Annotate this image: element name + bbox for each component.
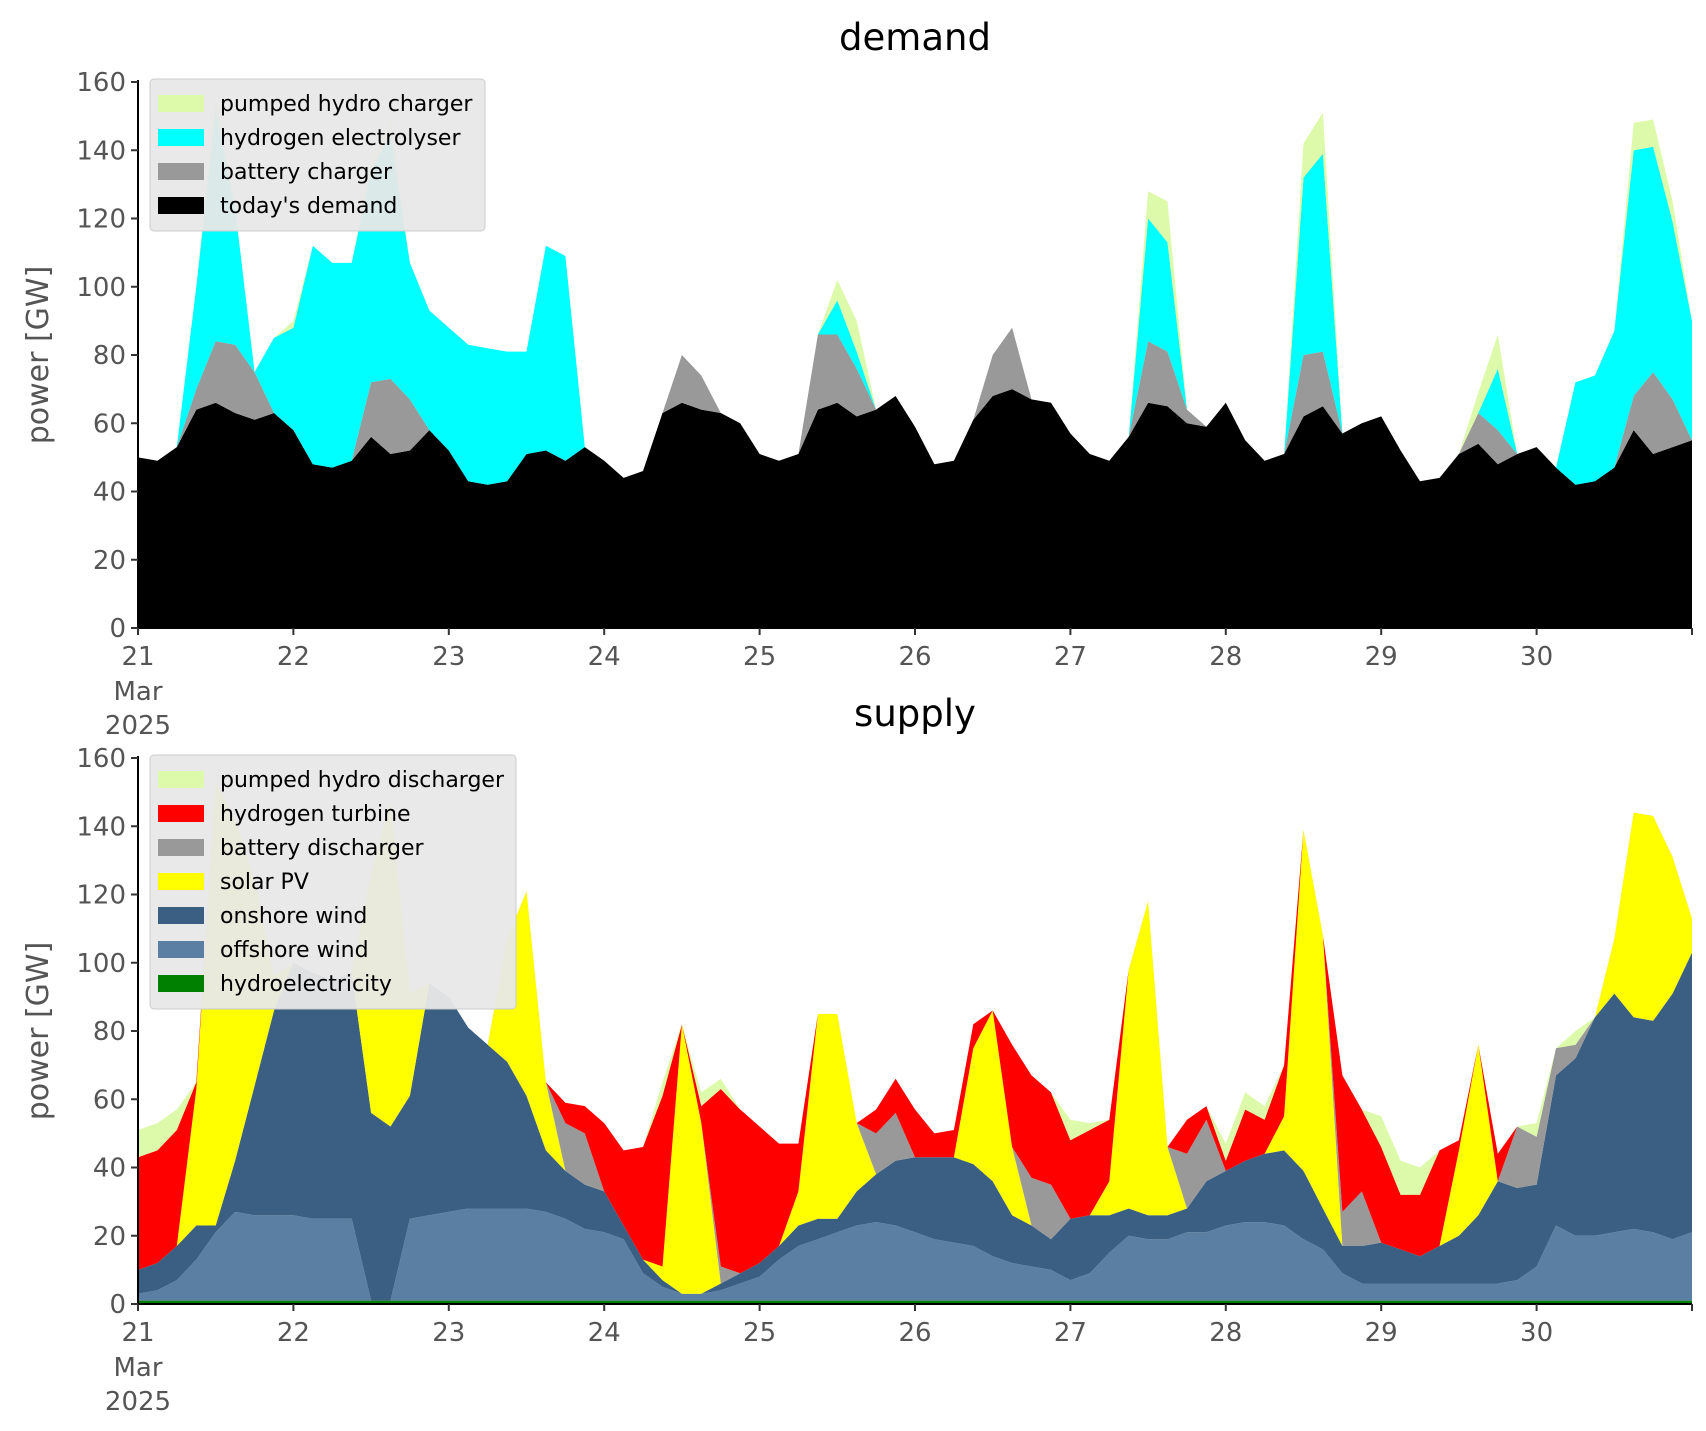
y-tick-label: 60 [93, 1085, 126, 1115]
legend-label: hydrogen turbine [220, 802, 411, 827]
legend-swatch [158, 95, 204, 112]
y-tick-label: 140 [76, 812, 126, 842]
y-axis-label: power [GW] [21, 266, 56, 445]
x-tick-label: 21 [121, 642, 154, 672]
legend-swatch [158, 197, 204, 214]
y-tick-label: 120 [76, 205, 126, 235]
y-tick-label: 120 [76, 881, 126, 911]
legend-label: pumped hydro discharger [220, 768, 505, 793]
legend-swatch [158, 163, 204, 180]
legend-swatch [158, 873, 204, 890]
legend-label: hydrogen electrolyser [220, 126, 461, 151]
y-axis-label: power [GW] [21, 942, 56, 1121]
x-tick-label: 25 [743, 1318, 776, 1348]
legend-swatch [158, 941, 204, 958]
x-tick-label: 24 [588, 1318, 621, 1348]
legend-box [149, 78, 486, 232]
y-tick-label: 100 [76, 273, 126, 303]
x-tick-label: 26 [898, 642, 931, 672]
x-tick-label: 25 [743, 642, 776, 672]
y-tick-label: 40 [93, 478, 126, 508]
area-solar-pv [138, 781, 1692, 1294]
chart-title: demand [839, 16, 991, 59]
x-tick-label: 21 [121, 1318, 154, 1348]
legend-swatch [158, 129, 204, 146]
chart-panel-demand: 0 20 40 60 80 100 120 140 160 21 Mar 2025 22 23 24 25 26… [21, 16, 1693, 741]
legend-label: battery charger [220, 160, 393, 185]
y-tick-label: 20 [93, 1222, 126, 1252]
x-tick-label: 26 [898, 1318, 931, 1348]
x-tick-label: 23 [432, 1318, 465, 1348]
legend: pumped hydro discharger hydrogen turbine b… [149, 754, 517, 1010]
x-tick-sublabel: 2025 [105, 1387, 171, 1417]
x-tick-label: 23 [432, 642, 465, 672]
x-tick-label: 27 [1054, 1318, 1087, 1348]
area-today-s-demand [138, 389, 1692, 628]
area-battery-charger [138, 327, 1692, 485]
x-tick-label: 29 [1365, 642, 1398, 672]
area-onshore-wind [138, 952, 1692, 1301]
x-tick-label: 27 [1054, 642, 1087, 672]
y-tick-label: 0 [109, 614, 126, 644]
y-tick-label: 40 [93, 1154, 126, 1184]
area-offshore-wind [138, 1208, 1692, 1301]
y-tick-label: 160 [76, 68, 126, 98]
legend-box [149, 754, 517, 1010]
y-tick-label: 80 [93, 341, 126, 371]
y-tick-label: 140 [76, 136, 126, 166]
legend-label: hydroelectricity [220, 972, 392, 997]
y-tick-label: 160 [76, 744, 126, 774]
y-tick-label: 80 [93, 1017, 126, 1047]
x-tick-label: 30 [1520, 642, 1553, 672]
x-tick-label: 24 [588, 642, 621, 672]
legend-label: battery discharger [220, 836, 425, 861]
y-tick-label: 20 [93, 546, 126, 576]
x-tick-label: 29 [1365, 1318, 1398, 1348]
legend: pumped hydro charger hydrogen electrolyse… [149, 78, 486, 232]
legend-swatch [158, 771, 204, 788]
x-tick-label: 30 [1520, 1318, 1553, 1348]
x-tick-label: 22 [277, 1318, 310, 1348]
legend-swatch [158, 907, 204, 924]
x-tick-sublabel: Mar [113, 1353, 162, 1383]
legend-swatch [158, 975, 204, 992]
legend-label: pumped hydro charger [220, 92, 473, 117]
legend-label: solar PV [220, 870, 309, 895]
y-tick-label: 60 [93, 409, 126, 439]
x-tick-label: 28 [1209, 642, 1242, 672]
x-tick-sublabel: 2025 [105, 711, 171, 741]
chart-panel-supply: 0 20 40 60 80 100 120 140 160 21 Mar 2025 22 23 24 25 26… [21, 692, 1693, 1417]
area-hydrogen-electrolyser [138, 109, 1692, 485]
legend-swatch [158, 839, 204, 856]
legend-label: onshore wind [220, 904, 367, 929]
y-tick-label: 0 [109, 1290, 126, 1320]
x-tick-sublabel: Mar [113, 677, 162, 707]
legend-swatch [158, 805, 204, 822]
chart-title: supply [854, 692, 976, 735]
y-tick-label: 100 [76, 949, 126, 979]
legend-label: offshore wind [220, 938, 369, 963]
x-tick-label: 28 [1209, 1318, 1242, 1348]
x-tick-label: 22 [277, 642, 310, 672]
legend-label: today's demand [220, 194, 397, 219]
